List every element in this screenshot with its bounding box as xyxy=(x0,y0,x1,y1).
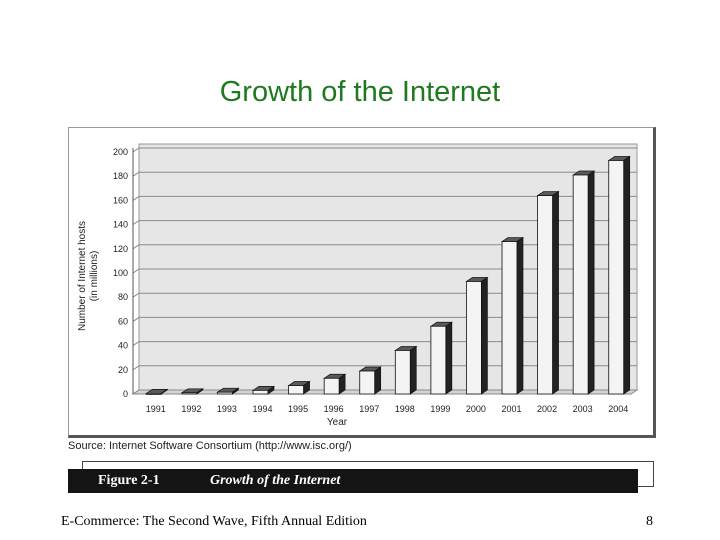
figure-source: Source: Internet Software Consortium (ht… xyxy=(68,440,352,452)
figure-frame: 0 20 40 60 80 100 120 140 160 180 200 1991 1992 1993 1… xyxy=(68,127,656,438)
plot-floor xyxy=(131,389,639,395)
bar-2000 xyxy=(465,276,489,395)
gridline xyxy=(132,147,637,153)
x-tick-label: 1997 xyxy=(359,404,379,414)
y-tick-label: 160 xyxy=(113,195,128,205)
x-tick-label: 2003 xyxy=(573,404,593,414)
y-tick-label: 140 xyxy=(113,220,128,230)
y-tick-label: 40 xyxy=(118,341,128,351)
y-axis-subtitle: (in millions) xyxy=(89,251,100,302)
footer-book-title: E-Commerce: The Second Wave, Fifth Annua… xyxy=(61,514,367,529)
y-axis-title: Number of Internet hosts xyxy=(77,221,88,331)
x-tick-label: 1996 xyxy=(324,404,344,414)
y-tick-label: 0 xyxy=(123,389,128,399)
figure-caption-number: Figure 2-1 xyxy=(98,473,160,488)
y-tick-label: 100 xyxy=(113,268,128,278)
bar-1993 xyxy=(216,387,240,395)
y-tick-label: 120 xyxy=(113,244,128,254)
bar-1998 xyxy=(394,345,418,395)
gridline xyxy=(132,195,637,201)
y-tick-label: 20 xyxy=(118,365,128,375)
bar-2001 xyxy=(500,236,525,395)
x-axis-title: Year xyxy=(327,417,348,428)
gridline xyxy=(132,220,637,226)
bar-1996 xyxy=(323,373,347,395)
figure-caption-bar: Figure 2-1 Growth of the Internet xyxy=(68,469,638,493)
bar-1999 xyxy=(429,321,453,395)
bar-1994 xyxy=(251,385,276,395)
figure-caption-text: Growth of the Internet xyxy=(210,473,341,488)
y-tick-label: 80 xyxy=(118,292,128,302)
y-tick-label: 200 xyxy=(113,147,128,157)
x-tick-label: 1998 xyxy=(395,404,415,414)
bar-chart: 0 20 40 60 80 100 120 140 160 180 200 1991 1992 1993 1… xyxy=(77,143,639,428)
bar-1997 xyxy=(358,366,382,395)
x-tick-label: 1999 xyxy=(430,404,450,414)
x-tick-label: 1993 xyxy=(217,404,237,414)
slide-title: Growth of the Internet xyxy=(219,76,501,108)
x-tick-label: 2002 xyxy=(537,404,557,414)
bar-2004 xyxy=(607,155,631,395)
x-tick-label: 1991 xyxy=(146,404,166,414)
y-tick-label: 180 xyxy=(113,171,128,181)
x-tick-label: 1992 xyxy=(181,404,201,414)
bar-1995 xyxy=(287,380,311,395)
gridline xyxy=(132,171,637,177)
bar-2003 xyxy=(572,170,596,395)
x-tick-label: 1994 xyxy=(252,404,272,414)
bar-1992 xyxy=(180,388,204,395)
x-tick-label: 1995 xyxy=(288,404,308,414)
bar-2002 xyxy=(536,190,560,395)
x-tick-label: 2004 xyxy=(608,404,628,414)
gridline xyxy=(132,268,637,274)
gridline xyxy=(132,244,637,250)
plot-area xyxy=(138,143,638,391)
page-number: 8 xyxy=(646,514,653,529)
x-tick-label: 2001 xyxy=(501,404,521,414)
x-tick-label: 2000 xyxy=(466,404,486,414)
y-tick-label: 60 xyxy=(118,316,128,326)
bar-1991 xyxy=(145,388,169,395)
